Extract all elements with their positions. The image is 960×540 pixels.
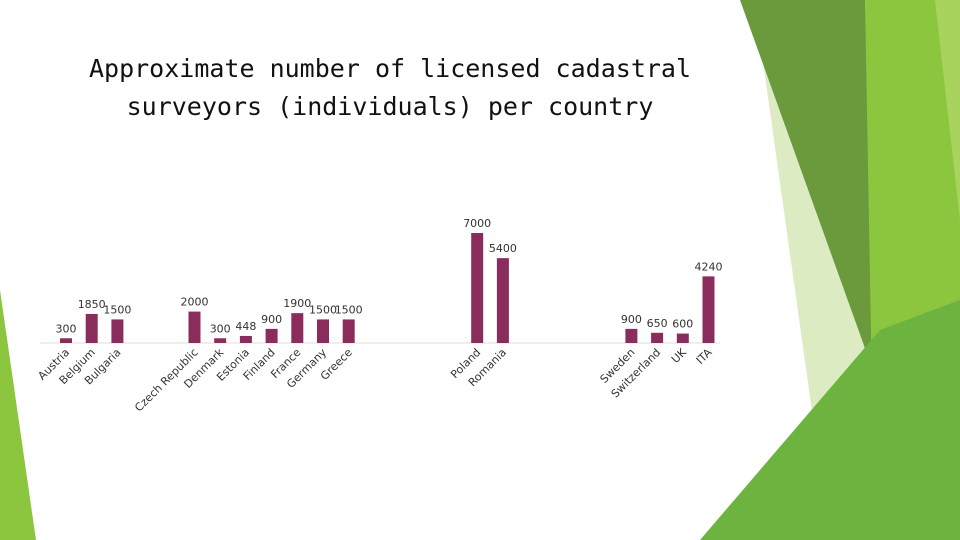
value-label: 1500 <box>103 303 131 316</box>
value-label: 300 <box>56 322 77 335</box>
decoration <box>935 0 960 220</box>
bar <box>291 313 304 343</box>
bar <box>471 233 484 343</box>
bar <box>214 338 227 343</box>
bar <box>265 328 278 343</box>
x-tick-label: ITA <box>694 346 715 367</box>
bar <box>676 333 689 343</box>
bar <box>625 328 638 343</box>
value-label: 600 <box>672 318 693 331</box>
bar <box>317 319 329 343</box>
bar <box>188 311 201 343</box>
decoration <box>700 300 960 540</box>
value-label: 900 <box>621 313 642 326</box>
title-box: Approximate number of licensed cadastral… <box>88 54 692 121</box>
bar <box>496 258 509 343</box>
value-label: 1500 <box>335 303 363 316</box>
bar <box>60 338 72 343</box>
bar <box>239 335 252 343</box>
value-label: 650 <box>647 317 668 330</box>
bar <box>651 332 664 343</box>
chart-title: Approximate number of licensed cadastral… <box>88 54 692 121</box>
value-label: 300 <box>210 322 231 335</box>
value-label: 448 <box>235 320 256 333</box>
value-label: 2000 <box>181 296 209 309</box>
value-label: 1500 <box>309 303 337 316</box>
x-tick-label: UK <box>669 345 690 366</box>
decoration <box>0 290 36 540</box>
value-label: 5400 <box>489 242 517 255</box>
value-label: 4240 <box>695 260 723 273</box>
decoration <box>740 0 880 390</box>
value-label: 1900 <box>283 297 311 310</box>
value-label: 7000 <box>463 217 491 230</box>
bar <box>111 319 124 343</box>
bar <box>342 319 355 343</box>
bar <box>702 276 715 343</box>
value-label: 900 <box>261 313 282 326</box>
value-label: 1850 <box>78 298 106 311</box>
bar <box>85 313 98 343</box>
